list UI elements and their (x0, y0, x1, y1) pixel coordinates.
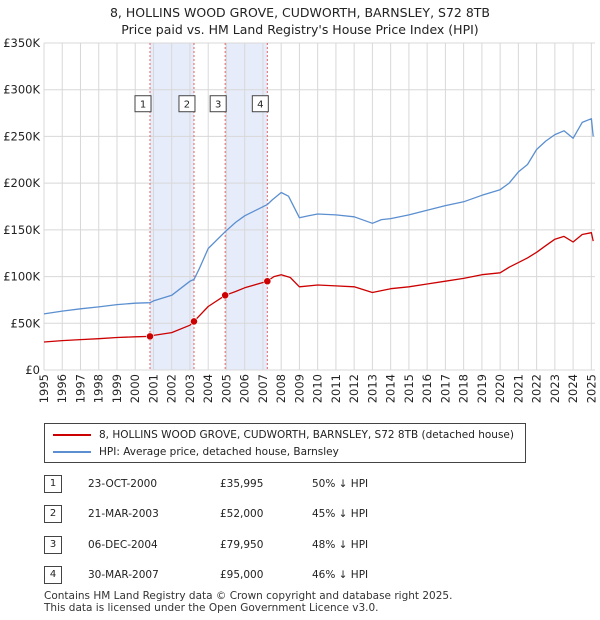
x-tick-label: 1998 (92, 374, 106, 403)
x-tick-label: 2017 (438, 374, 452, 403)
sale-date: 23-OCT-2000 (88, 478, 157, 490)
sale-marker-label: 4 (257, 100, 263, 111)
y-tick-label: £150K (3, 223, 40, 237)
sale-marker-box (134, 95, 152, 113)
legend-swatch-property (53, 434, 91, 436)
x-tick-label: 1996 (55, 374, 69, 403)
x-tick-label: 2023 (548, 374, 562, 403)
sale-price: £79,950 (220, 539, 264, 551)
chart-title: 8, HOLLINS WOOD GROVE, CUDWORTH, BARNSLE… (0, 4, 600, 38)
y-tick-label: £0 (25, 363, 40, 377)
x-tick-label: 2004 (201, 374, 215, 403)
x-tick-label: 2018 (457, 374, 471, 403)
hpi-series-line (43, 118, 594, 315)
x-tick-label: 2015 (402, 374, 416, 403)
x-tick-label: 2006 (238, 374, 252, 403)
price-chart: 1 2 3 4 £0 £50K £100K £150K £200K £250K £300K £350… (3, 36, 598, 403)
x-tick-label: 2022 (530, 374, 544, 403)
chart-title-line1: 8, HOLLINS WOOD GROVE, CUDWORTH, BARNSLE… (109, 5, 490, 20)
sale-point (190, 317, 198, 326)
shaded-period (225, 43, 268, 370)
y-tick-label: £350K (3, 36, 40, 50)
sale-number: 1 (44, 475, 62, 493)
sale-number: 2 (44, 505, 62, 523)
legend-item-property: 8, HOLLINS WOOD GROVE, CUDWORTH, BARNSLE… (53, 427, 514, 443)
sale-row-4: 4 30-MAR-2007 £95,000 46% ↓ HPI (44, 566, 564, 584)
property-series-line (43, 232, 594, 343)
footer: Contains HM Land Registry data © Crown c… (44, 590, 452, 614)
legend-item-hpi: HPI: Average price, detached house, Barn… (53, 444, 339, 460)
x-tick-label: 2012 (347, 374, 361, 403)
x-tick-label: 2019 (475, 374, 489, 403)
x-tick-label: 2011 (329, 374, 343, 403)
legend: 8, HOLLINS WOOD GROVE, CUDWORTH, BARNSLE… (44, 423, 526, 463)
sale-number: 4 (44, 566, 62, 584)
y-tick-label: £250K (3, 129, 40, 143)
sale-date: 21-MAR-2003 (88, 508, 159, 520)
x-tick-label: 2009 (292, 374, 306, 403)
x-tick-label: 2014 (384, 374, 398, 403)
x-tick-label: 1995 (37, 374, 51, 403)
x-tick-label: 2002 (165, 374, 179, 403)
footer-licence: This data is licensed under the Open Gov… (44, 602, 379, 614)
y-tick-label: £50K (11, 316, 41, 330)
x-tick-label: 2005 (219, 374, 233, 403)
x-tick-label: 2021 (511, 374, 525, 403)
sale-hpi-diff: 46% ↓ HPI (312, 569, 369, 581)
sale-marker-box (251, 95, 269, 113)
sale-marker-label: 1 (140, 100, 146, 111)
sale-price: £52,000 (220, 508, 264, 520)
x-tick-label: 2020 (493, 374, 507, 403)
y-tick-label: £200K (3, 176, 40, 190)
sale-marker-label: 2 (184, 100, 190, 111)
x-tick-label: 2025 (584, 374, 598, 403)
footer-copyright: Contains HM Land Registry data © Crown c… (44, 590, 453, 602)
sale-date: 06-DEC-2004 (88, 539, 158, 551)
x-tick-label: 2001 (146, 374, 160, 403)
sale-row-3: 3 06-DEC-2004 £79,950 48% ↓ HPI (44, 536, 564, 554)
sale-row-1: 1 23-OCT-2000 £35,995 50% ↓ HPI (44, 475, 564, 493)
x-tick-label: 2008 (274, 374, 288, 403)
sale-date: 30-MAR-2007 (88, 569, 159, 581)
legend-swatch-hpi (53, 451, 91, 453)
sale-marker-box (178, 95, 196, 113)
sale-hpi-diff: 45% ↓ HPI (312, 508, 369, 520)
x-tick-label: 2007 (256, 374, 270, 403)
sale-point (146, 332, 154, 341)
legend-label-property: 8, HOLLINS WOOD GROVE, CUDWORTH, BARNSLE… (99, 429, 514, 441)
sale-point (263, 277, 272, 286)
sale-marker-box (209, 95, 227, 113)
sale-price: £35,995 (220, 478, 264, 490)
y-tick-label: £100K (3, 270, 40, 284)
x-tick-label: 2003 (183, 374, 197, 403)
x-tick-label: 2024 (566, 374, 580, 403)
y-tick-label: £300K (3, 83, 40, 97)
sale-row-2: 2 21-MAR-2003 £52,000 45% ↓ HPI (44, 505, 564, 523)
sale-price: £95,000 (220, 569, 264, 581)
x-tick-label: 1997 (73, 374, 87, 403)
sale-hpi-diff: 50% ↓ HPI (312, 478, 369, 490)
sale-number: 3 (44, 536, 62, 554)
sale-point (221, 291, 230, 300)
x-tick-label: 1999 (110, 374, 124, 403)
x-tick-label: 2016 (420, 374, 434, 403)
sale-marker-label: 3 (215, 100, 221, 111)
x-tick-label: 2010 (311, 374, 325, 403)
x-tick-label: 2000 (128, 374, 142, 403)
x-tick-label: 2013 (365, 374, 379, 403)
sale-hpi-diff: 48% ↓ HPI (312, 539, 369, 551)
chart-title-line2: Price paid vs. HM Land Registry's House … (121, 22, 479, 37)
legend-label-hpi: HPI: Average price, detached house, Barn… (99, 446, 339, 458)
